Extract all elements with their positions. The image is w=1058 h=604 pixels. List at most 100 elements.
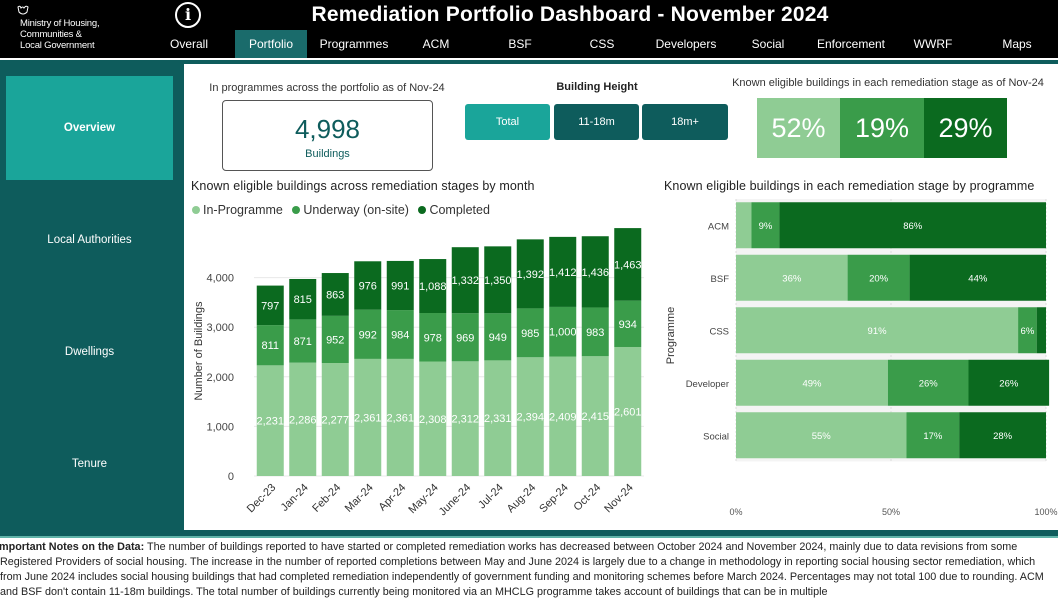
- bar-segment: [451, 313, 479, 362]
- bar-value-label: 2,231: [256, 416, 284, 428]
- bar-percent-label: 44%: [968, 273, 988, 284]
- bar-segment: [581, 307, 609, 357]
- bar-value-label: 949: [489, 332, 507, 344]
- tab-portfolio[interactable]: Portfolio: [235, 30, 307, 58]
- tab-maps[interactable]: Maps: [1002, 37, 1032, 51]
- page-title: Remediation Portfolio Dashboard - Novemb…: [311, 3, 829, 26]
- bar-segment: [614, 346, 642, 476]
- tab-wwrf[interactable]: WWRF: [913, 37, 953, 51]
- x-tick-label: Nov-24: [602, 482, 636, 516]
- bar-value-label: 976: [359, 280, 377, 292]
- bar-value-label: 1,392: [516, 269, 544, 281]
- tab-bsf[interactable]: BSF: [508, 37, 532, 51]
- org-logo[interactable]: Ministry of Housing, Communities & Local…: [16, 4, 126, 52]
- category-label: Developer: [686, 379, 729, 390]
- bar-segment: [321, 363, 349, 476]
- sidebar-item-dwellings[interactable]: Dwellings: [64, 346, 115, 358]
- y-tick-label: 4,000: [206, 273, 234, 285]
- bar-segment: [321, 273, 349, 316]
- bar-segment: [614, 300, 642, 347]
- monthly-chart-title: Known eligible buildings across remediat…: [191, 179, 535, 193]
- y-tick-label: 0: [228, 471, 234, 483]
- legend-in-programme: In-Programme: [192, 203, 283, 217]
- bar-value-label: 1,332: [451, 275, 479, 287]
- tab-developers[interactable]: Developers: [655, 37, 717, 51]
- bar-value-label: 2,312: [451, 414, 479, 426]
- bar-segment: [549, 306, 577, 357]
- tab-acm[interactable]: ACM: [422, 37, 450, 51]
- bar-value-label: 2,601: [614, 406, 642, 418]
- bar-segment: [289, 362, 317, 476]
- tab-programmes[interactable]: Programmes: [319, 37, 389, 51]
- frame-divider-top: [0, 60, 1058, 64]
- bar-segment: [484, 360, 512, 476]
- bar-segment: [516, 308, 544, 358]
- bar-value-label: 2,415: [581, 411, 609, 423]
- bar-value-label: 969: [456, 332, 474, 344]
- bar-segment: [289, 319, 317, 363]
- x-tick-label: May-24: [406, 482, 440, 516]
- bar-segment: [1018, 307, 1037, 354]
- bar-value-label: 1,000: [549, 327, 577, 339]
- bar-segment: [321, 315, 349, 364]
- info-icon[interactable]: i: [175, 2, 201, 28]
- bar-segment: [736, 254, 848, 301]
- bar-value-label: 2,331: [484, 413, 512, 425]
- sidebar-item-tenure[interactable]: Tenure: [71, 458, 108, 470]
- bar-segment: [451, 247, 479, 314]
- bar-segment: [736, 202, 752, 249]
- height-filter-total[interactable]: Total: [465, 104, 550, 140]
- x-tick-label: Jul-24: [476, 482, 506, 512]
- tab-overall[interactable]: Overall: [169, 37, 208, 51]
- bar-segment: [256, 325, 284, 366]
- bar-segment: [1036, 307, 1046, 354]
- bar-segment: [516, 239, 544, 309]
- stage-completed-pct: 29%: [924, 98, 1007, 158]
- bar-value-label: 815: [294, 294, 312, 306]
- x-tick-label: 100%: [1034, 507, 1057, 517]
- tab-enforcement[interactable]: Enforcement: [816, 37, 886, 51]
- height-filter-18m-plus[interactable]: 18m+: [642, 104, 728, 140]
- top-nav: Overall Portfolio Programmes ACM BSF CSS…: [0, 30, 1058, 58]
- y-tick-label: 3,000: [206, 322, 234, 334]
- bar-value-label: 978: [424, 332, 442, 344]
- bar-segment: [909, 254, 1046, 301]
- height-filter-11-18m[interactable]: 11-18m: [554, 104, 639, 140]
- legend-completed: Completed: [418, 203, 490, 217]
- bar-value-label: 2,277: [321, 415, 349, 427]
- stage-in-programme-pct: 52%: [757, 98, 840, 158]
- bar-segment: [354, 358, 382, 476]
- bar-value-label: 2,394: [516, 412, 544, 424]
- bar-value-label: 1,463: [614, 259, 642, 271]
- bar-segment: [736, 307, 1019, 354]
- sidebar-item-local-authorities[interactable]: Local Authorities: [47, 234, 132, 246]
- category-label: ACM: [708, 221, 729, 232]
- category-label: BSF: [711, 274, 730, 285]
- bar-segment: [386, 358, 414, 476]
- bar-segment: [354, 309, 382, 359]
- kpi-value: 4,998: [294, 114, 361, 144]
- bar-segment: [256, 365, 284, 476]
- bar-percent-label: 20%: [869, 273, 889, 284]
- bar-value-label: 984: [391, 329, 409, 341]
- stage-summary-caption: Known eligible buildings in each remedia…: [732, 77, 1044, 89]
- crest-icon: [17, 5, 29, 15]
- sidebar: Overview Local Authorities Dwellings Ten…: [0, 64, 184, 530]
- bar-value-label: 1,412: [549, 267, 577, 279]
- bar-value-label: 871: [294, 336, 312, 348]
- bar-segment: [419, 361, 447, 476]
- tab-css[interactable]: CSS: [589, 37, 615, 51]
- bar-segment: [959, 412, 1046, 459]
- bar-percent-label: 6%: [1021, 326, 1035, 337]
- bar-percent-label: 49%: [802, 378, 822, 389]
- bar-segment: [289, 278, 317, 320]
- bar-value-label: 811: [261, 340, 279, 352]
- bar-segment: [549, 356, 577, 476]
- bar-segment: [581, 236, 609, 308]
- bar-segment: [751, 202, 780, 249]
- sidebar-item-overview[interactable]: Overview: [6, 76, 173, 180]
- bar-segment: [847, 254, 910, 301]
- tab-social[interactable]: Social: [751, 37, 785, 51]
- bar-segment: [887, 359, 969, 406]
- x-tick-label: Feb-24: [310, 482, 343, 515]
